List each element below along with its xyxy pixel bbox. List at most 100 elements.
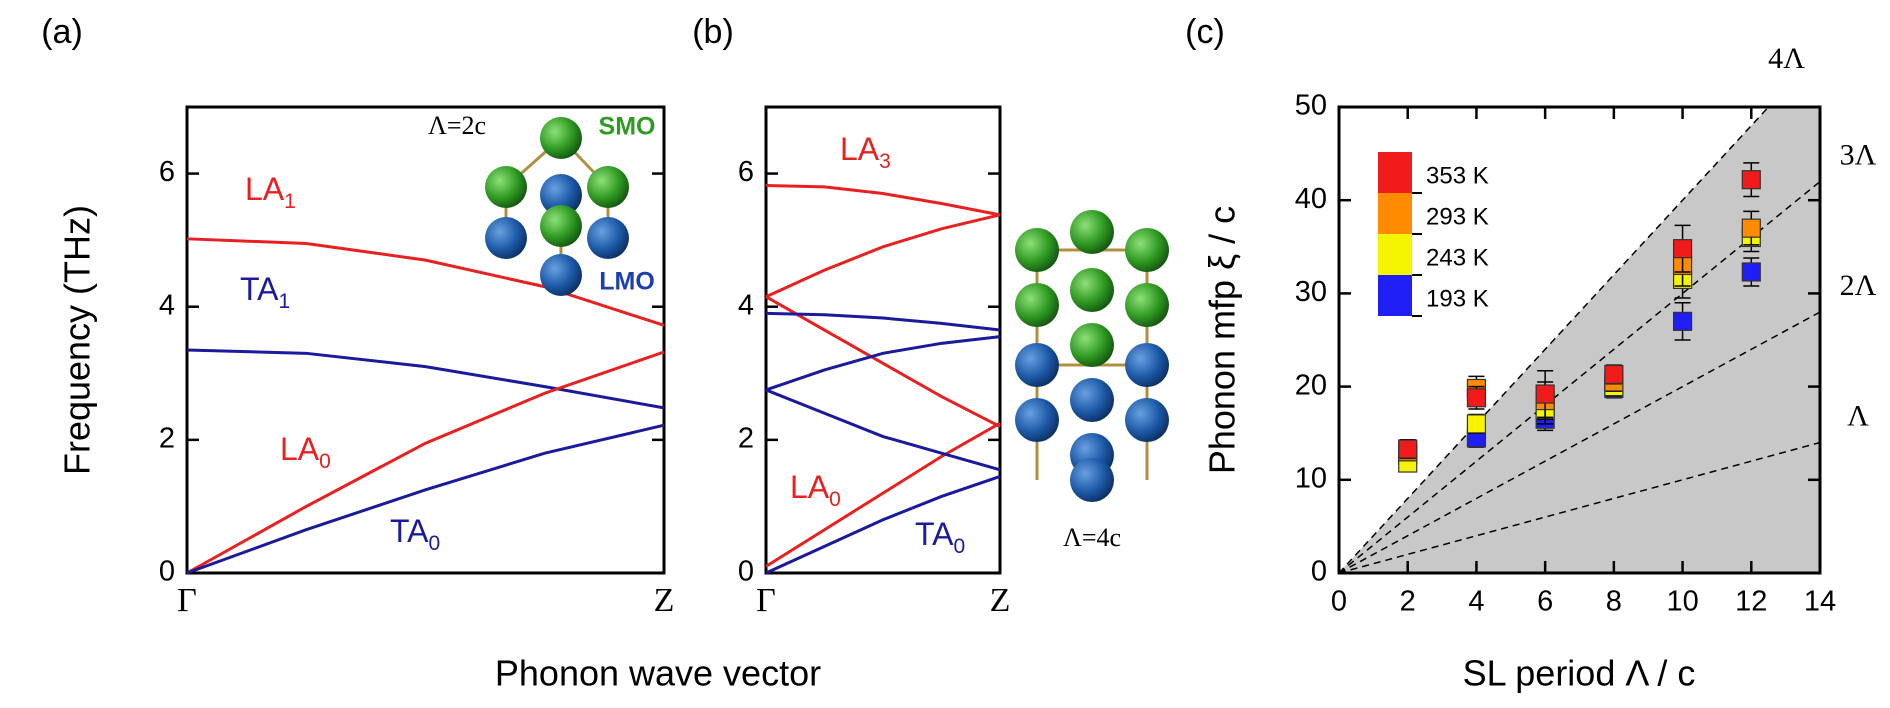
atom (540, 254, 582, 296)
curve-label-sub: 1 (279, 290, 291, 313)
x-axis-label: Phonon wave vector (495, 653, 821, 694)
data-point (1398, 439, 1418, 459)
x-tick-label: 8 (1606, 586, 1622, 618)
y-tick-label: 0 (1311, 556, 1327, 588)
curve-label: LA1 (245, 171, 296, 212)
panel-label: (b) (692, 13, 734, 51)
data-point (1535, 384, 1555, 404)
atom (1125, 283, 1169, 327)
panel-label: (a) (41, 13, 83, 51)
x-tick-label: 0 (1331, 586, 1347, 618)
data-point (1604, 364, 1624, 385)
guide-label: 3Λ (1840, 138, 1877, 171)
dispersion-curve (186, 348, 665, 410)
atom (485, 217, 527, 259)
x-tick-label: 12 (1735, 586, 1767, 618)
x-tick-label: 2 (1400, 586, 1416, 618)
guide-line (1338, 180, 1821, 574)
curve-label-sub: 0 (429, 532, 441, 555)
curve-label: TA0 (915, 516, 965, 557)
guide-label: Λ (1847, 399, 1869, 432)
curve-label-text: TA (240, 271, 279, 307)
data-point (1672, 239, 1693, 259)
x-tick-label: 6 (1537, 586, 1553, 618)
guide-label: 2Λ (1840, 269, 1877, 302)
shaded-region (1339, 107, 1820, 573)
dispersion-curve (765, 213, 1001, 299)
guide-label: 4Λ (1768, 42, 1805, 75)
legend-label: 353 K (1426, 162, 1489, 189)
x-tick-label: Γ (756, 582, 776, 619)
x-tick-label: Γ (177, 582, 197, 619)
dispersion-curve (186, 423, 665, 575)
atom (1070, 210, 1114, 254)
y-tick-label: 0 (159, 556, 175, 588)
data-point (1466, 388, 1487, 408)
dispersion-curve (186, 237, 665, 327)
x-tick-label: 14 (1804, 586, 1836, 618)
atom (587, 217, 629, 259)
y-axis-label: Frequency (THz) (57, 205, 98, 475)
plot-frame (185, 105, 666, 575)
y-tick-label: 6 (159, 156, 175, 188)
x-tick-label: Z (990, 582, 1011, 619)
curve-label-sub: 1 (284, 190, 296, 213)
atom (1070, 323, 1114, 367)
data-point (1741, 218, 1761, 238)
inset-b (1015, 210, 1169, 502)
data-point (1466, 414, 1487, 434)
atom (540, 205, 582, 247)
dispersion-curve (186, 350, 665, 575)
y-axis-label: Phonon mfp ξ / c (1202, 206, 1243, 474)
curve-label: TA0 (390, 513, 440, 554)
legend-swatch (1378, 234, 1412, 275)
dispersion-curve (765, 421, 1001, 568)
inset-label: SMO (599, 113, 656, 141)
curve-label: LA3 (840, 131, 891, 172)
data-point (1672, 311, 1693, 331)
atom (540, 174, 582, 216)
legend-label: 293 K (1426, 203, 1489, 230)
inset-label: LMO (599, 268, 655, 296)
x-tick-label: 4 (1468, 586, 1484, 618)
atom (1125, 343, 1169, 387)
guide-line (1338, 106, 1770, 574)
dispersion-curve (765, 335, 1001, 392)
y-tick-label: 10 (1295, 462, 1327, 494)
dispersion-curve (765, 311, 1001, 332)
y-tick-label: 0 (738, 556, 754, 588)
legend-swatch (1378, 152, 1412, 193)
curve-label-text: LA (280, 431, 320, 467)
dispersion-curve (765, 388, 1001, 472)
y-tick-label: 4 (159, 289, 175, 321)
legend-label: 193 K (1426, 285, 1489, 312)
atom (587, 166, 629, 208)
data-point (1741, 262, 1761, 282)
atom (1015, 228, 1059, 272)
atom (540, 117, 582, 159)
guide-line (1338, 311, 1821, 574)
y-tick-label: 2 (159, 423, 175, 455)
curve-label: LA0 (280, 431, 331, 472)
atom (1125, 228, 1169, 272)
dispersion-curve (765, 295, 1001, 428)
curve-label: LA0 (790, 469, 841, 510)
curve-label-sub: 0 (829, 488, 841, 511)
y-tick-label: 40 (1295, 183, 1327, 215)
curve-label-sub: 0 (319, 450, 331, 473)
panel-label: (c) (1185, 13, 1225, 51)
curve-label-sub: 3 (879, 150, 891, 173)
inset-label: Λ=4c (1063, 523, 1121, 552)
curve-label-text: TA (915, 516, 954, 552)
plot-frame (764, 105, 1002, 575)
legend-swatch (1378, 275, 1412, 316)
dispersion-curve (765, 184, 1001, 217)
y-tick-label: 4 (738, 289, 754, 321)
y-tick-label: 50 (1295, 90, 1327, 122)
y-tick-label: 30 (1295, 276, 1327, 308)
data-point (1741, 170, 1761, 190)
atom (1015, 283, 1059, 327)
atom (1070, 268, 1114, 312)
curve-label: TA1 (240, 271, 290, 312)
legend-label: 243 K (1426, 244, 1489, 271)
